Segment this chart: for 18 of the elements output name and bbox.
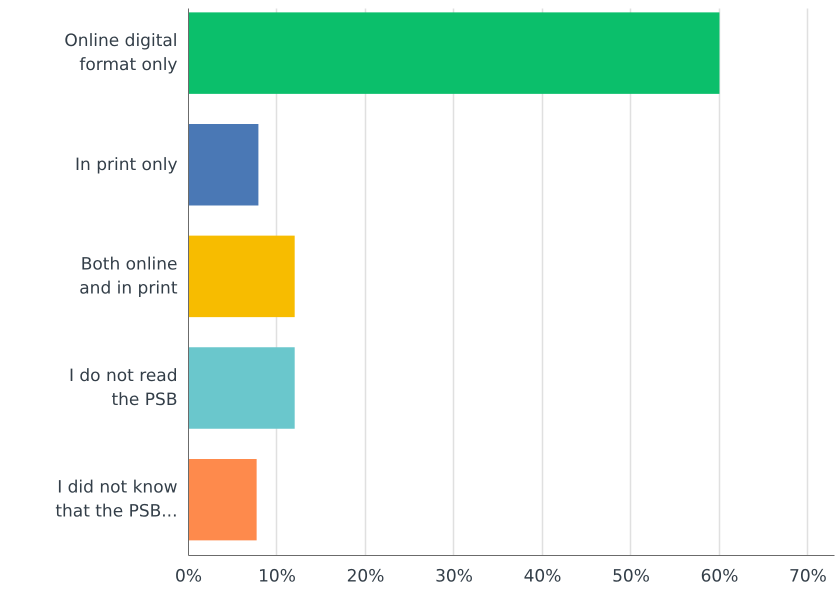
bar: [188, 236, 295, 318]
x-tick-label: 20%: [346, 566, 384, 586]
x-tick-label: 70%: [789, 566, 827, 586]
y-tick-label: In print only: [75, 154, 178, 175]
bar: [188, 347, 295, 429]
x-tick-label: 10%: [258, 566, 296, 586]
y-tick-label: Both online and in print: [79, 254, 178, 298]
y-tick-label: I do not read the PSB: [68, 366, 178, 410]
x-tick-label: 40%: [524, 566, 562, 586]
bar: [188, 124, 258, 206]
bar: [188, 458, 257, 540]
bar: [188, 12, 720, 94]
y-tick-label: Online digital format only: [64, 31, 178, 76]
x-tick-label: 60%: [700, 566, 738, 586]
y-tick-label: I did not know that the PSB...: [55, 478, 178, 522]
x-tick-label: 30%: [435, 566, 473, 586]
x-tick-label: 0%: [175, 566, 202, 586]
x-tick-label: 50%: [612, 566, 650, 586]
